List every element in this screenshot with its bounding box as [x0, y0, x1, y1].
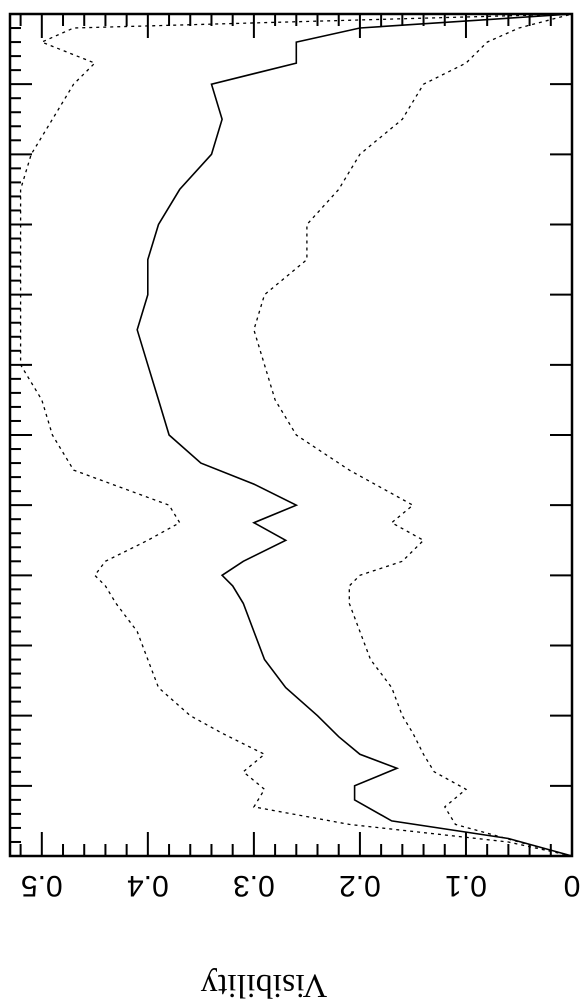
y-tick-label: 0: [564, 869, 581, 902]
y-axis-title: Visibility: [201, 967, 327, 1003]
series-line-solid: [136, 13, 573, 857]
y-tick-label: 0.4: [127, 869, 169, 902]
series-layer: [19, 13, 573, 857]
y-tick-label: 0.2: [339, 869, 381, 902]
series-line-dotted-1: [253, 13, 573, 857]
y-tick-label: 0.5: [21, 869, 63, 902]
y-tick-labels: 0 0.1 0.2 0.3 0.4 0.5: [21, 869, 580, 902]
axis-ticks: [10, 13, 573, 857]
y-tick-label: 0.1: [445, 869, 487, 902]
y-tick-label: 0.3: [233, 869, 275, 902]
plot-border: [8, 12, 574, 858]
plot-frame: [8, 12, 574, 858]
